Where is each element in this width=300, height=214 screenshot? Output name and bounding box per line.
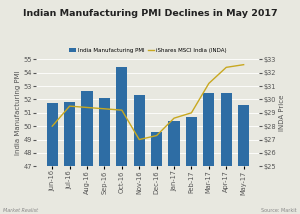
Bar xyxy=(134,95,145,214)
Bar xyxy=(151,132,162,214)
Bar xyxy=(220,93,232,214)
Legend: India Manufacturing PMI, iShares MSCI India (INDA): India Manufacturing PMI, iShares MSCI In… xyxy=(69,48,226,53)
Bar xyxy=(116,67,128,214)
Y-axis label: India Manufacturing PMI: India Manufacturing PMI xyxy=(15,70,21,155)
Bar xyxy=(203,93,214,214)
Text: Indian Manufacturing PMI Declines in May 2017: Indian Manufacturing PMI Declines in May… xyxy=(23,9,277,18)
Bar xyxy=(81,91,93,214)
Text: Market Realist: Market Realist xyxy=(3,208,38,213)
Bar xyxy=(168,121,180,214)
Bar xyxy=(238,105,249,214)
Bar xyxy=(186,117,197,214)
Bar xyxy=(99,98,110,214)
Bar xyxy=(64,102,75,214)
Y-axis label: INDA Price: INDA Price xyxy=(279,95,285,131)
Text: Source: Markit: Source: Markit xyxy=(261,208,297,213)
Bar xyxy=(46,103,58,214)
